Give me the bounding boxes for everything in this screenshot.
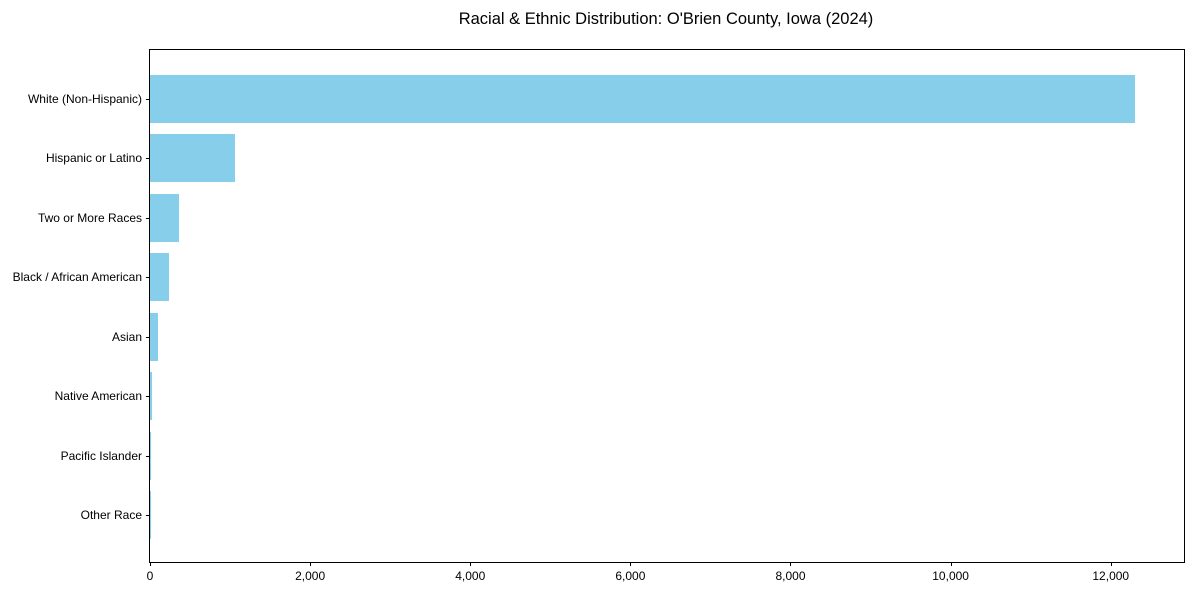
bar-black-african-american: [150, 253, 170, 301]
x-tick-label: 10,000: [932, 569, 969, 583]
x-tick-label: 12,000: [1092, 569, 1130, 583]
x-tick-label: 6,000: [615, 569, 646, 583]
y-tick-label: Other Race: [80, 508, 142, 522]
x-tick-mark: [310, 562, 312, 566]
y-tick-label: White (Non-Hispanic): [27, 91, 142, 106]
y-tick-mark: [146, 98, 150, 100]
bar-white-non-hispanic: [150, 74, 1135, 123]
y-tick-mark: [146, 158, 150, 159]
y-tick-mark: [146, 336, 150, 338]
bar-pacific-islander: [150, 431, 152, 480]
y-tick-label: Native American: [54, 389, 142, 403]
bar-hispanic-or-latino: [150, 134, 235, 182]
x-tick-mark: [630, 562, 632, 566]
x-tick-label: 4,000: [455, 569, 486, 583]
y-tick-label: Pacific Islander: [60, 448, 142, 463]
x-tick-mark: [950, 562, 952, 566]
chart-title: Racial & Ethnic Distribution: O'Brien Co…: [458, 10, 874, 28]
y-tick-mark: [146, 455, 150, 457]
y-tick-label: Hispanic or Latino: [45, 151, 142, 165]
x-tick-mark: [1110, 562, 1112, 566]
x-tick-mark: [790, 562, 792, 566]
x-tick-label: 2,000: [295, 569, 326, 583]
y-tick-mark: [146, 396, 150, 397]
bar-other-race: [150, 491, 151, 539]
y-tick-label: Black / African American: [12, 270, 142, 284]
x-tick-mark: [470, 562, 472, 566]
x-tick-label: 8,000: [775, 569, 806, 583]
x-tick-label: 0: [146, 569, 154, 583]
bar-asian: [150, 312, 158, 361]
y-tick-mark: [146, 217, 150, 219]
y-tick-mark: [146, 277, 150, 278]
y-tick-mark: [146, 515, 150, 516]
bar-native-american: [150, 372, 152, 420]
x-tick-mark: [150, 562, 151, 566]
y-tick-label: Two or More Races: [37, 210, 142, 225]
plot-area: White (Non-Hispanic) Hispanic or Latino Tw…: [13, 49, 1185, 583]
bar-two-or-more-races: [150, 193, 179, 242]
y-tick-label: Asian: [111, 329, 142, 344]
